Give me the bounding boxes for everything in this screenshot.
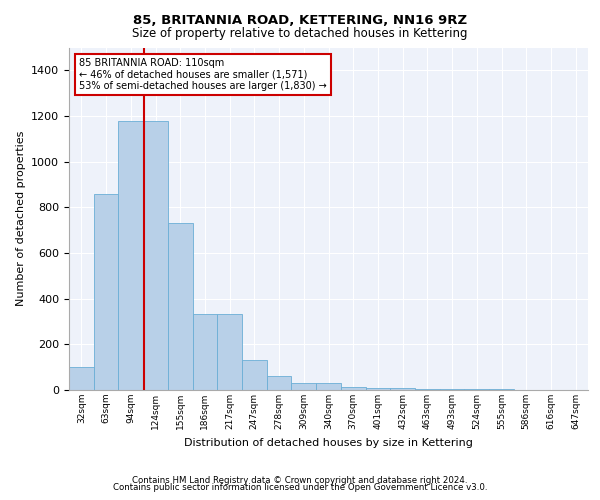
Bar <box>242 360 267 390</box>
Text: Size of property relative to detached houses in Kettering: Size of property relative to detached ho… <box>132 28 468 40</box>
Text: Contains HM Land Registry data © Crown copyright and database right 2024.: Contains HM Land Registry data © Crown c… <box>132 476 468 485</box>
Bar <box>365 388 390 390</box>
Bar <box>440 389 464 390</box>
Bar <box>464 389 489 390</box>
Bar <box>94 194 118 390</box>
Bar <box>168 224 193 390</box>
Bar <box>118 120 143 390</box>
Bar <box>193 314 217 390</box>
Text: Contains public sector information licensed under the Open Government Licence v3: Contains public sector information licen… <box>113 484 487 492</box>
Bar <box>217 314 242 390</box>
Text: 85, BRITANNIA ROAD, KETTERING, NN16 9RZ: 85, BRITANNIA ROAD, KETTERING, NN16 9RZ <box>133 14 467 27</box>
Bar <box>292 383 316 390</box>
Y-axis label: Number of detached properties: Number of detached properties <box>16 131 26 306</box>
Bar <box>415 389 440 390</box>
Bar <box>341 386 365 390</box>
Text: 85 BRITANNIA ROAD: 110sqm
← 46% of detached houses are smaller (1,571)
53% of se: 85 BRITANNIA ROAD: 110sqm ← 46% of detac… <box>79 58 327 91</box>
Bar <box>390 388 415 390</box>
Bar <box>69 367 94 390</box>
Text: Distribution of detached houses by size in Kettering: Distribution of detached houses by size … <box>184 438 473 448</box>
Bar <box>316 383 341 390</box>
Bar <box>267 376 292 390</box>
Bar <box>143 120 168 390</box>
